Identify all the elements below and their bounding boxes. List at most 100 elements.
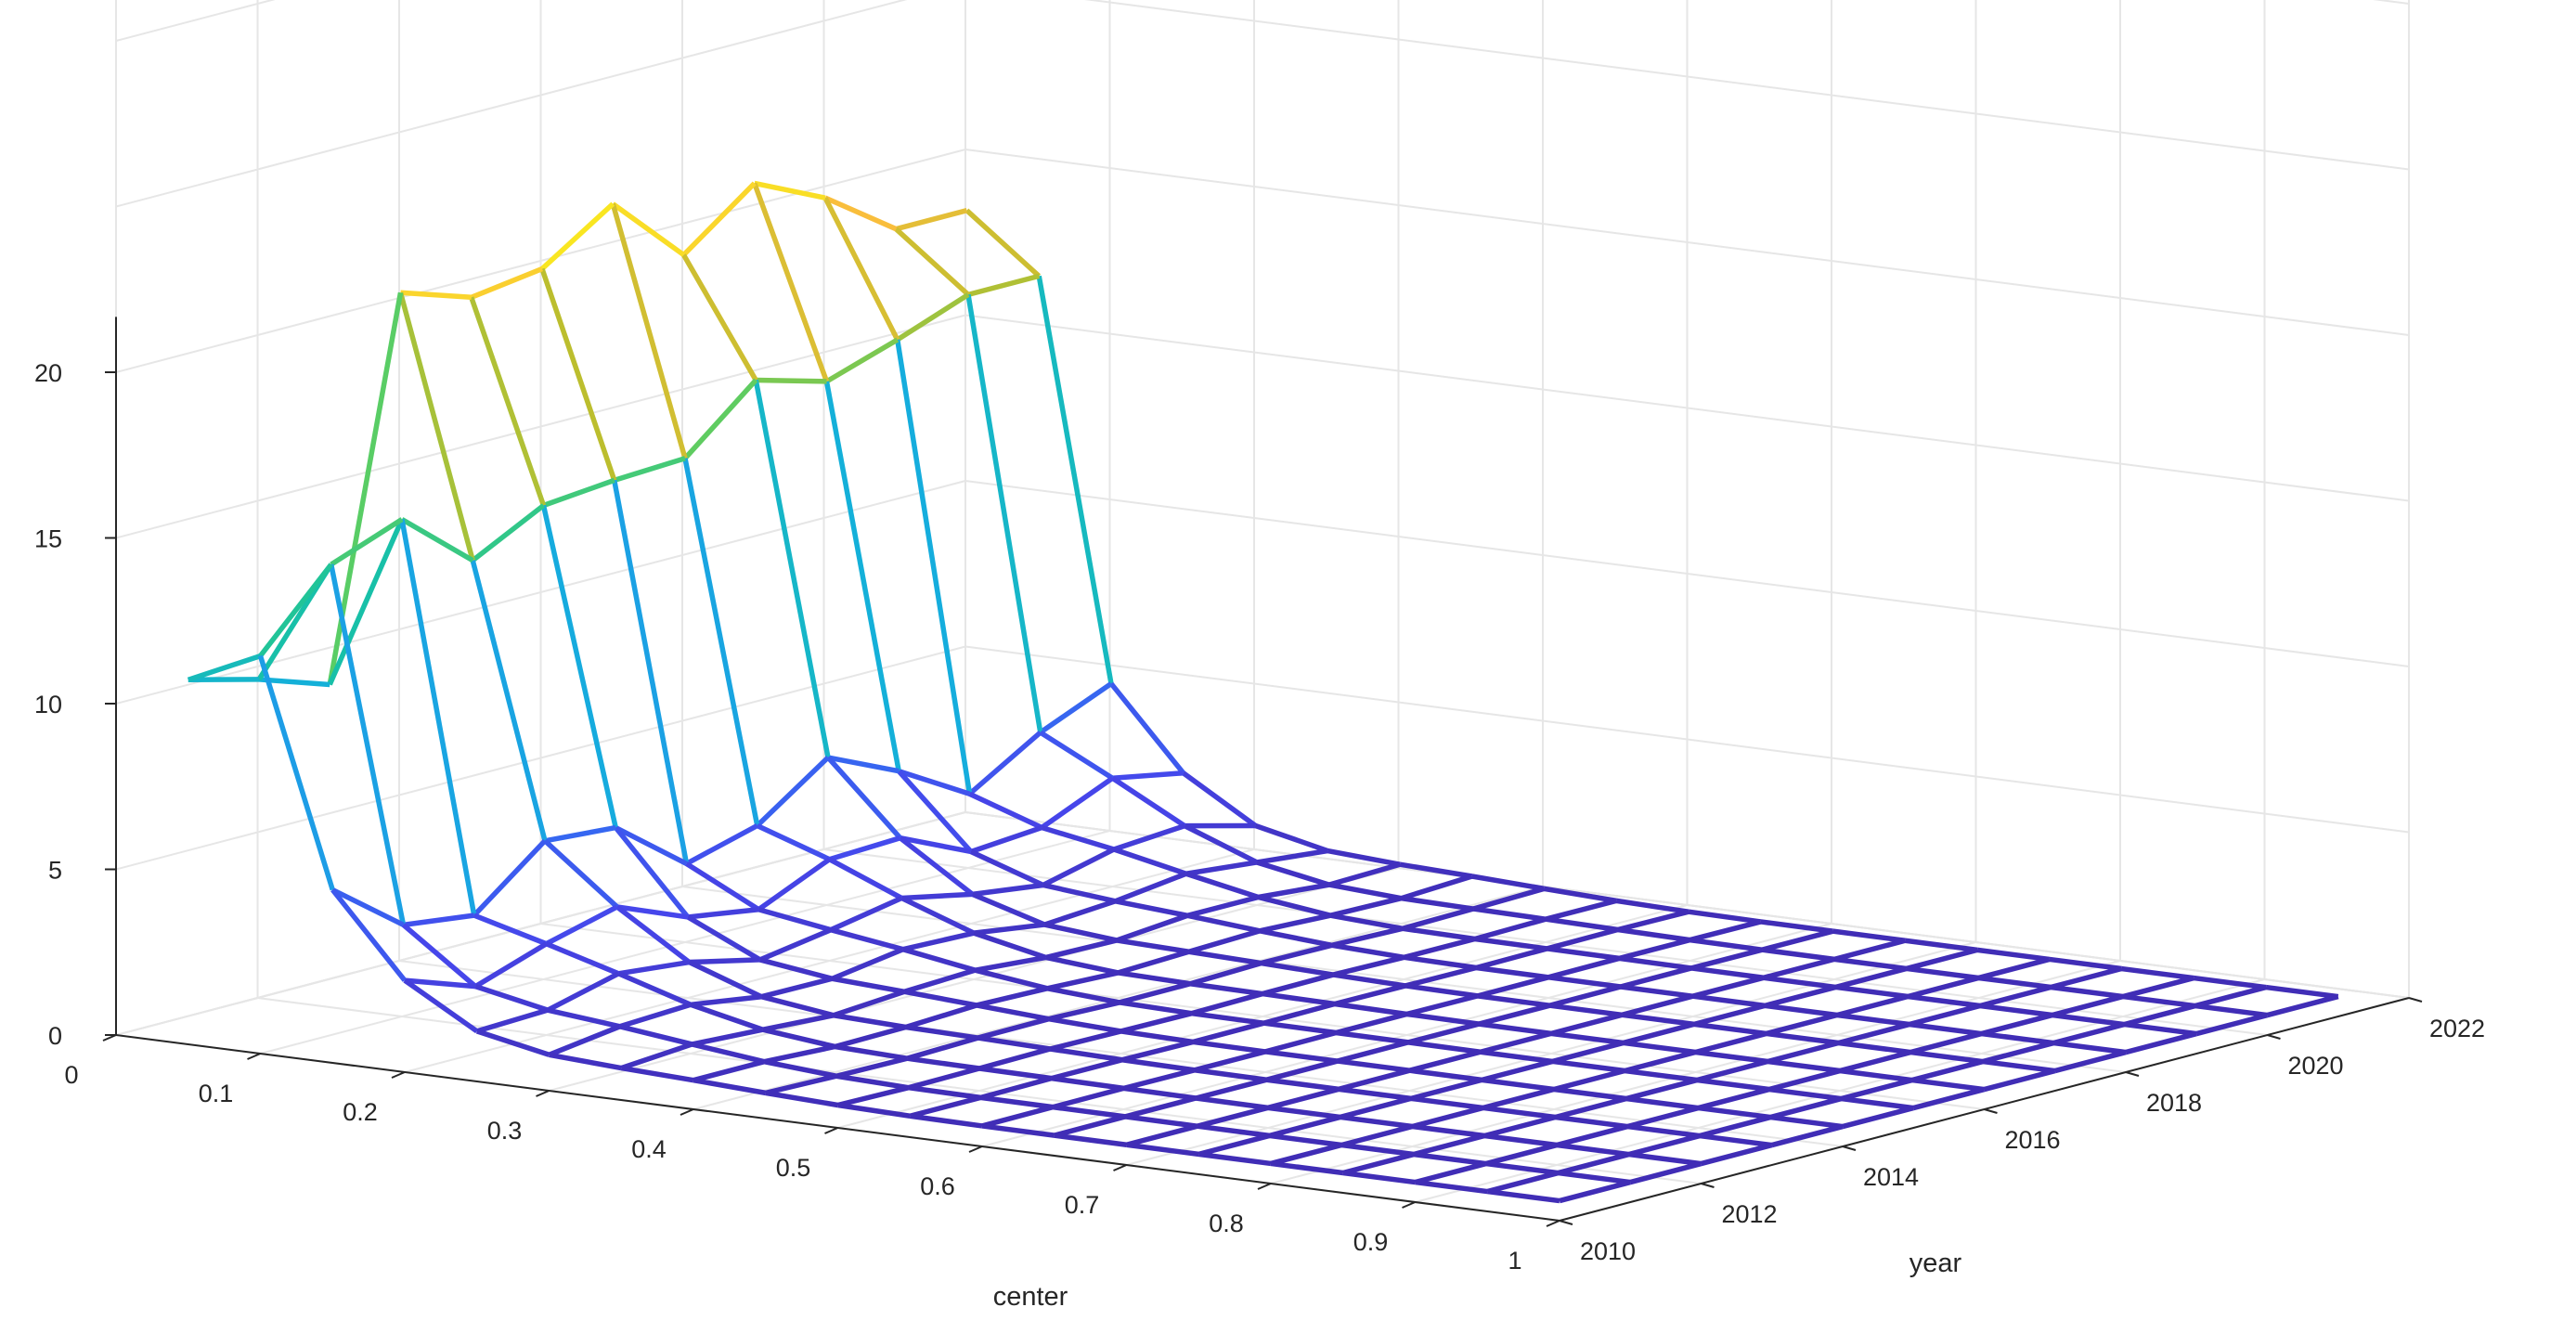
x-axis-title: center [993,1282,1068,1312]
mesh-edge [2194,1003,2268,1018]
mesh-edge [1048,1016,1121,1034]
mesh-edge [475,1029,550,1057]
mesh-edge [471,503,546,563]
y-tick-label: 2010 [1580,1237,1636,1265]
mesh-edge [403,977,479,1034]
mesh-edge [2052,993,2124,1018]
x-tick-mark [824,1127,838,1134]
mesh-edge [2193,975,2267,990]
mesh-edge [682,378,758,460]
mesh-edge [831,947,904,981]
mesh-edge [1191,1010,1264,1026]
mesh-edge [330,887,408,982]
mesh-edge [1547,946,1620,962]
mesh-edge [539,267,617,482]
mesh-edge [1480,1049,1553,1065]
x-tick-label: 0.1 [199,1080,234,1107]
mesh-edge [1267,1105,1341,1120]
mesh-edge [1192,1039,1266,1055]
mesh-edge [757,907,832,933]
mesh-edge [1472,906,1547,922]
mesh-edge [977,1035,1051,1052]
mesh-edge [1690,947,1763,971]
mesh-edge [1481,1077,1555,1093]
mesh-edge [2265,984,2339,1000]
mesh-edge [1327,848,1401,867]
mesh-edge [472,912,548,947]
mesh-edge [1342,1170,1416,1185]
mesh-edge [1485,1160,1559,1176]
mesh-edge [2049,956,2122,972]
mesh-edge [1052,1104,1126,1119]
wall-grid-line [115,149,966,373]
mesh-edge [2052,1021,2126,1046]
mesh-edge [475,1007,549,1034]
mesh-edge [1481,1058,1554,1083]
mesh-edge [1767,1040,1840,1065]
mesh-edge [1478,1003,1551,1027]
mesh-edge [469,296,547,507]
mesh-edge [1834,965,1908,990]
mesh-edge [964,208,1042,278]
wall-grid-line [115,0,908,208]
mesh-edge [1194,1068,1267,1082]
mesh-edge [1121,1039,1194,1063]
mesh-edge [2122,975,2194,1000]
mesh-edge [1836,1012,1910,1028]
mesh-edge [2124,1021,2197,1037]
mesh-edge [1184,871,1260,900]
mesh-edge [757,857,832,912]
mesh-edge [1623,1021,1695,1046]
mesh-edge [973,930,1047,961]
mesh-edge [1268,1114,1341,1139]
mesh-edge [1197,1151,1272,1167]
mesh-edge [760,976,834,1000]
mesh-edge [1112,770,1184,782]
mesh-edge [1041,824,1115,852]
mesh-edge [765,1090,838,1108]
mesh-edge [1257,894,1331,918]
mesh-edge [1116,912,1189,943]
mesh-edge [1407,1040,1482,1055]
mesh-edge [397,291,475,562]
mesh-edge [967,730,1042,796]
mesh-edge [688,960,763,1000]
mesh-edge [618,1002,692,1029]
mesh-edge [1550,1030,1625,1046]
mesh-edge [979,1075,1053,1101]
mesh-edge [1405,964,1477,989]
mesh-edge [1698,1105,1771,1120]
mesh-edge [610,202,688,459]
mesh-edge [833,1013,907,1030]
floor-grid-line [681,886,2127,1073]
mesh-edge [1187,928,1261,954]
x-tick-mark [680,1108,694,1116]
mesh-edge [1483,1114,1557,1139]
mesh-edge [617,971,693,1007]
mesh-edge [1477,975,1549,999]
mesh-edge [1618,955,1692,971]
mesh-edge [1189,960,1262,987]
mesh-edge [975,954,1047,973]
mesh-edge [1122,1068,1196,1092]
mesh-edge [1340,1114,1413,1130]
mesh-edge [619,1024,693,1047]
mesh-edge [1327,861,1401,887]
mesh-edge [1486,1188,1560,1204]
mesh-edge [1334,1001,1407,1017]
mesh-edge [1413,1132,1485,1158]
mesh-edge [1410,1077,1482,1102]
mesh-edge [1550,1012,1623,1037]
mesh-edge [1551,1040,1625,1065]
wall-grid-line [964,314,2410,502]
z-tick-label: 10 [34,691,62,718]
mesh-edge [1197,1105,1269,1129]
mesh-edge [1839,1049,1911,1074]
mesh-edge [1690,965,1765,981]
mesh-edge [1697,1086,1770,1111]
mesh-edge [1695,1049,1768,1065]
x-tick-mark [1546,1220,1560,1227]
mesh-edge [400,290,472,301]
y-tick-mark [2408,997,2423,1003]
mesh-edge [830,927,904,952]
